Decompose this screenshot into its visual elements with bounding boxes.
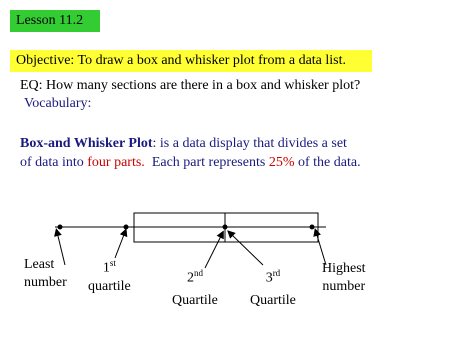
essential-question: EQ: How many sections are there in a box… [20,78,361,93]
arrow [204,230,224,269]
point [309,224,315,230]
label-suffix: nd [193,268,203,278]
label-suffix: rd [272,268,281,278]
point [222,224,228,230]
label-line: Least [24,257,55,272]
def-text: Each part represents [144,155,269,170]
arrow [114,228,128,259]
arrow [227,230,264,266]
label-word: Quartile [250,292,296,308]
def-text: of the data. [294,155,361,170]
def-text: of data into [20,155,88,170]
label-number: 1 [102,260,110,276]
q3-label: 3rd Quartile [250,264,296,310]
label-word: Quartile [172,292,218,308]
label-number: 3 [265,270,273,286]
label-line: number [322,279,366,294]
def-line1: : is a data display that divides a set [152,136,347,151]
least-label: Least number [24,256,67,292]
box [133,212,319,243]
definition: Box-and Whisker Plot: is a data display … [20,134,361,172]
label-line: number [24,275,67,290]
label-number: 2 [186,270,194,286]
vocabulary: Vocabulary: [24,96,92,111]
objective-box: Objective: To draw a box and whisker plo… [10,50,372,72]
label-word: quartile [88,278,131,294]
q2-label: 2nd Quartile [172,264,218,310]
q1-label: 1st quartile [88,254,131,296]
label-line: Highest [322,261,366,276]
lesson-box: Lesson 11.2 [10,10,100,32]
def-highlight: 25% [268,155,295,170]
lesson: Lesson 11.2 [16,13,84,28]
arrow [54,228,66,266]
point [123,224,129,230]
objective: Objective: To draw a box and whisker plo… [16,53,347,68]
point [57,224,63,230]
label-suffix: st [109,258,116,268]
term: Box-and Whisker Plot [20,136,153,151]
def-highlight: four parts. [87,155,145,170]
highest-label: Highest number [322,260,366,296]
arrow [313,228,327,266]
